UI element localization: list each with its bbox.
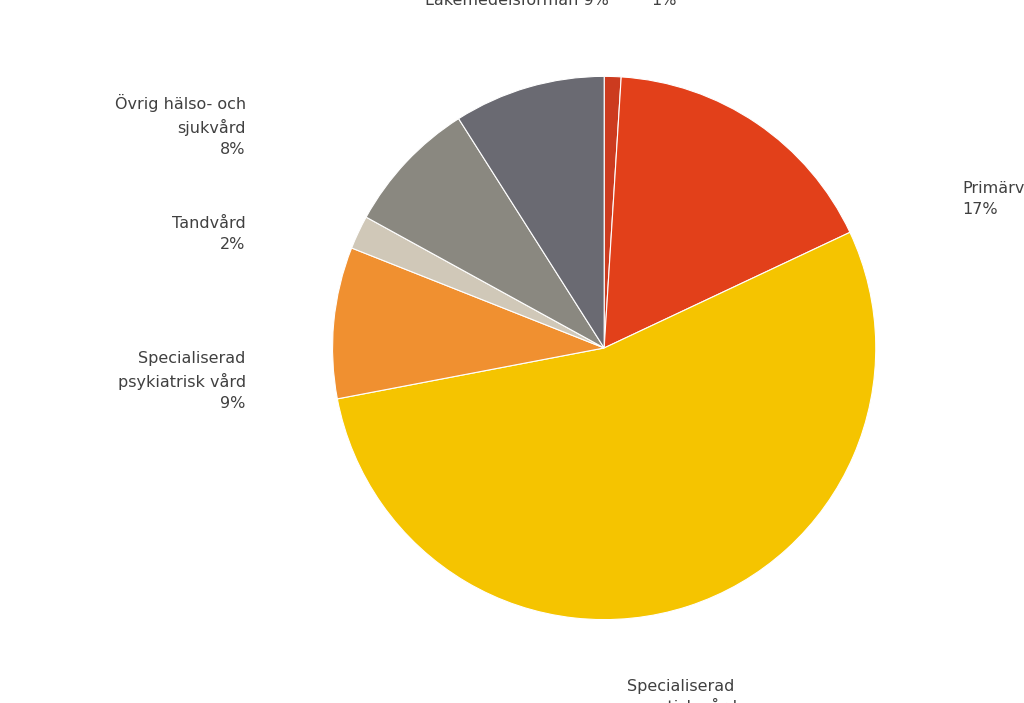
Wedge shape bbox=[459, 77, 604, 348]
Wedge shape bbox=[351, 217, 604, 348]
Text: Övrig hälso- och
sjukvård
8%: Övrig hälso- och sjukvård 8% bbox=[115, 93, 246, 157]
Wedge shape bbox=[337, 232, 876, 619]
Wedge shape bbox=[367, 119, 604, 348]
Wedge shape bbox=[333, 248, 604, 399]
Text: Specialiserad
somatisk vård
54%: Specialiserad somatisk vård 54% bbox=[624, 679, 737, 703]
Text: Primärvård
17%: Primärvård 17% bbox=[963, 181, 1024, 217]
Text: Läkemedelsförmån 9%: Läkemedelsförmån 9% bbox=[425, 0, 609, 8]
Text: Specialiserad
psykiatrisk vård
9%: Specialiserad psykiatrisk vård 9% bbox=[118, 351, 246, 411]
Text: Politisk verksamhet avseende hälso- och
sjukvård
1%: Politisk verksamhet avseende hälso- och … bbox=[501, 0, 827, 8]
Wedge shape bbox=[604, 77, 622, 348]
Wedge shape bbox=[604, 77, 850, 348]
Text: Tandvård
2%: Tandvård 2% bbox=[172, 216, 246, 252]
